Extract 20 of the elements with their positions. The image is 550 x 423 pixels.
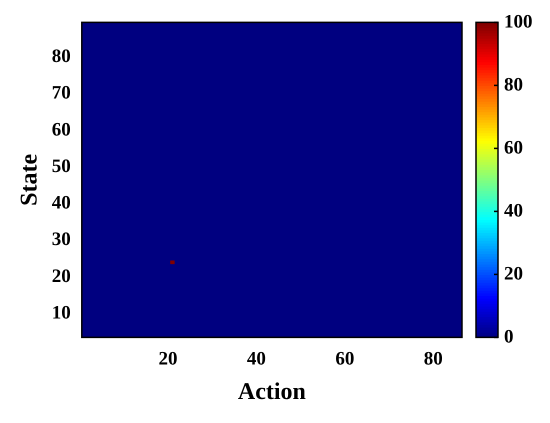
x-tick-label: 20 [158,348,178,370]
y-axis-title: State [16,154,43,206]
color-bar-label: 80 [504,74,523,96]
color-bar-label: 100 [504,11,532,32]
y-tick-label: 20 [52,266,71,287]
y-tick-label: 40 [52,192,71,214]
x-axis-title: Action [238,378,306,405]
x-tick-label: 60 [335,348,354,370]
y-tick-label: 10 [52,302,71,324]
color-bar-label: 20 [504,263,523,284]
y-tick-label: 50 [52,156,71,177]
x-tick-label: 80 [424,348,443,370]
color-bar-label: 0 [504,326,514,348]
x-tick-label: 40 [246,348,266,370]
color-bar-label: 40 [504,200,523,222]
y-tick-label: 60 [52,119,71,140]
y-tick-label: 70 [52,82,71,104]
y-tick-label: 30 [52,229,71,250]
color-bar-label: 60 [504,137,523,158]
y-tick-label: 80 [52,46,71,68]
